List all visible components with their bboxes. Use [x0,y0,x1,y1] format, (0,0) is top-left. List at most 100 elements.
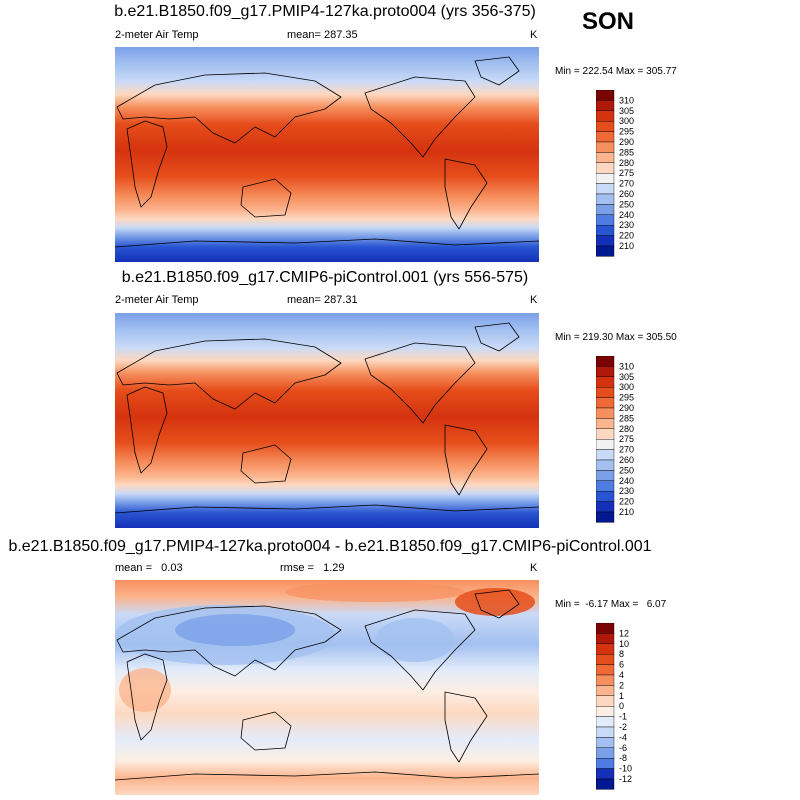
colorbar-3-label: 1 [619,691,624,701]
colorbar-2-label: 290 [619,403,634,413]
colorbar-2-label: 270 [619,445,634,455]
colorbar-2-label: 295 [619,393,634,403]
colorbar-3-label: 12 [619,628,629,638]
colorbar-3-label: -12 [619,774,632,784]
colorbar-3-label: 0 [619,701,624,711]
colorbar-3-box [596,695,615,707]
colorbar-1-box [596,183,615,195]
panel-2-variable-label: 2-meter Air Temp [115,294,199,306]
colorbar-1-label: 260 [619,189,634,199]
colorbar-1-box [596,172,615,184]
colorbar-2-box [596,470,615,482]
colorbar-3-box [596,747,615,759]
colorbar-1-label: 220 [619,231,634,241]
colorbar-2-box [596,480,615,492]
colorbar-1-label: 290 [619,137,634,147]
panel-2-title: b.e21.B1850.f09_g17.CMIP6-piControl.001 … [121,269,529,286]
panel-1-minmax-label: Min = 222.54 Max = 305.77 [555,66,677,77]
colorbar-2-box [596,356,615,367]
colorbar-2-label: 305 [619,372,634,382]
colorbar-3-box [596,633,615,644]
colorbar-3-box [596,716,615,728]
colorbar-2-label: 310 [619,361,634,371]
colorbar-2-box [596,511,615,523]
colorbar-3-label: 2 [619,680,624,690]
colorbar-3-label: 8 [619,649,624,659]
colorbar-3-label: -1 [619,712,627,722]
colorbar-1-box [596,224,615,236]
colorbar-1-box [596,152,615,164]
colorbar-3-box [596,654,615,665]
colorbar-3-box [596,757,615,769]
colorbar-3-label: -4 [619,732,627,742]
colorbar-3-box [596,768,615,780]
colorbar-2-box [596,376,615,388]
colorbar-1-label: 275 [619,168,634,178]
colorbar-2-box [596,428,615,440]
colorbar-1-label: 210 [619,241,634,251]
colorbar-3-label: 6 [619,660,624,670]
colorbar-3-box [596,705,615,717]
colorbar-3-box [596,726,615,738]
colorbar-3-box [596,664,615,676]
colorbar-2-box [596,407,615,419]
colorbar-3-label: 10 [619,639,629,649]
colorbar-1-box [596,214,615,226]
colorbar-1-label: 240 [619,210,634,220]
colorbar-1-label: 280 [619,158,634,168]
panel-3-units-label: K [530,562,538,574]
colorbar-3-box [596,643,615,655]
colorbar-3-box [596,778,615,790]
colorbar-1-label: 295 [619,127,634,137]
colorbar-1-label: 230 [619,220,634,230]
colorbar-3-label: -8 [619,753,627,763]
panel-2-mean-label: mean= 287.31 [287,294,358,306]
colorbar-1-box [596,110,615,122]
colorbar-1-box [596,141,615,153]
colorbar-2-box [596,449,615,461]
colorbar-2-label: 230 [619,486,634,496]
panel-2-temperature-map [115,313,539,528]
colorbar-1-box [596,204,615,216]
colorbar-1-box [596,121,615,132]
panel-3-difference-map [115,580,539,795]
panel-2-minmax-label: Min = 219.30 Max = 305.50 [555,332,677,343]
colorbar-2-label: 210 [619,507,634,517]
panel-1-mean-label: mean= 287.35 [287,29,358,41]
colorbar-3-label: 4 [619,670,624,680]
panel-1-units-label: K [530,29,538,41]
panel-3-mean-label: mean = 0.03 [115,562,183,574]
colorbar-2-box [596,501,615,513]
panel-1-colorbar: 3103053002952902852802752702602502402302… [596,90,634,257]
colorbar-1-label: 250 [619,199,634,209]
panel-2-units-label: K [530,294,538,306]
colorbar-2-label: 260 [619,455,634,465]
colorbar-2-box [596,459,615,471]
colorbar-2-label: 285 [619,413,634,423]
colorbar-1-box [596,162,615,174]
panel-3-minmax-label: Min = -6.17 Max = 6.07 [555,599,667,610]
colorbar-2-label: 250 [619,465,634,475]
colorbar-3-label: -6 [619,743,627,753]
colorbar-1-box [596,100,615,111]
colorbar-2-label: 280 [619,424,634,434]
colorbar-2-label: 275 [619,434,634,444]
colorbar-1-label: 270 [619,179,634,189]
panel-1-title: b.e21.B1850.f09_g17.PMIP4-127ka.proto004… [114,3,536,20]
colorbar-2-label: 240 [619,476,634,486]
colorbar-1-label: 310 [619,95,634,105]
colorbar-3-label: -2 [619,722,627,732]
season-label: SON [582,8,635,35]
colorbar-1-box [596,245,615,257]
colorbar-2-box [596,397,615,409]
panel-1-variable-label: 2-meter Air Temp [115,29,199,41]
colorbar-1-box [596,193,615,205]
colorbar-2-label: 300 [619,382,634,392]
colorbar-2-box [596,418,615,430]
colorbar-3-box [596,737,615,749]
colorbar-2-box [596,366,615,377]
colorbar-1-label: 300 [619,116,634,126]
colorbar-2-label: 220 [619,497,634,507]
panel-1-temperature-map [115,47,539,262]
